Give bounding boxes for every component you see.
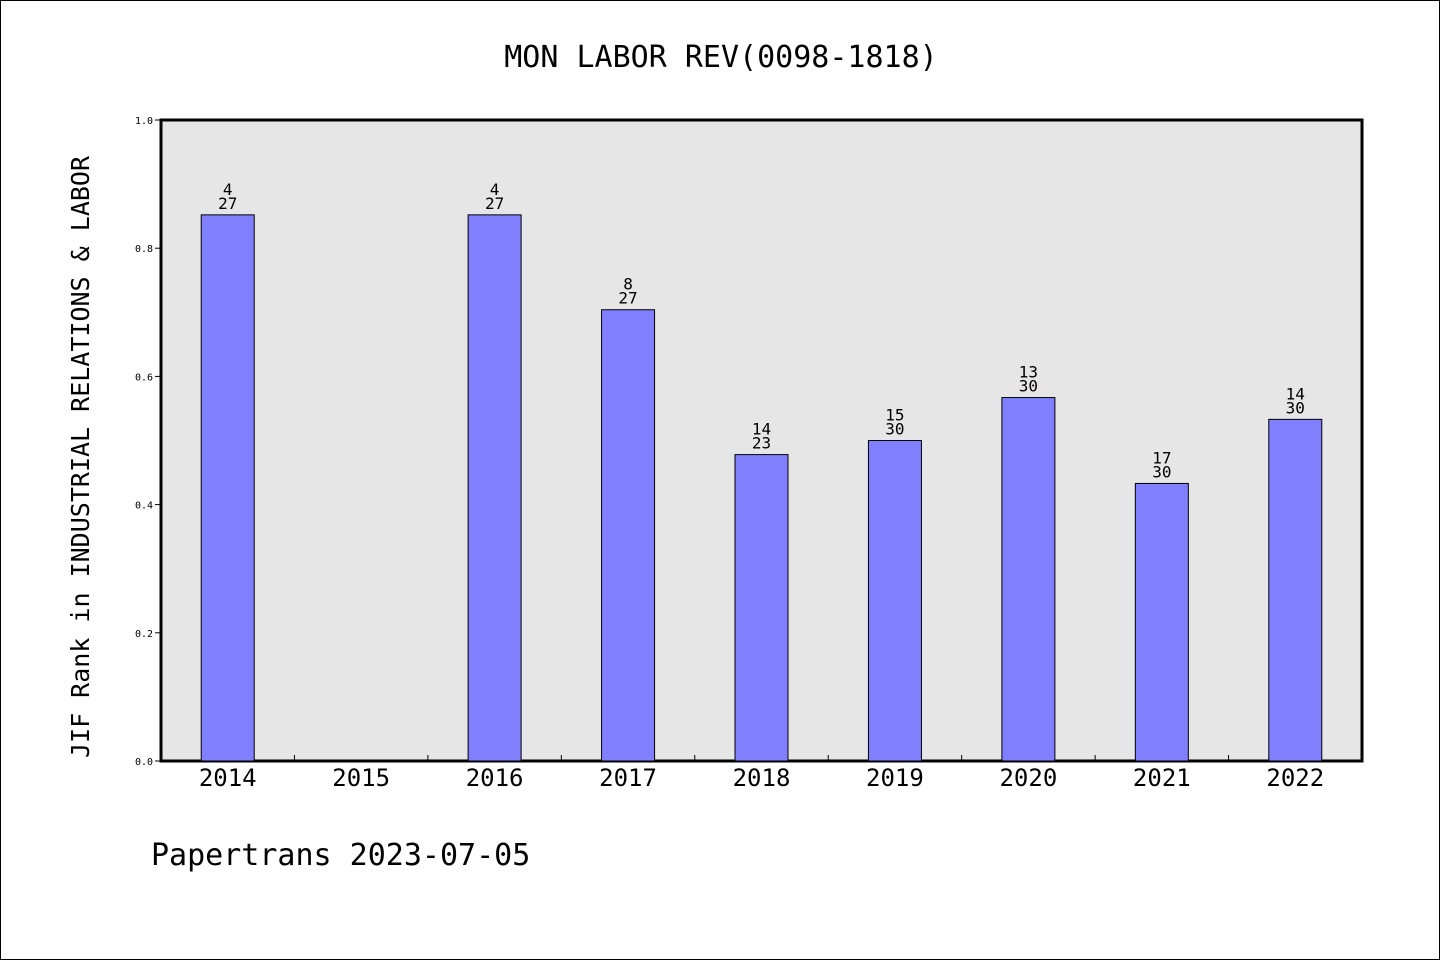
y-axis-ticks: 0.0 0.2 0.4 0.6 0.8 1.0 [135, 116, 161, 768]
bar-rank-label: 13 [1019, 363, 1038, 382]
bar-total-label: 30 [885, 420, 904, 439]
x-tick-label: 2021 [1133, 764, 1191, 792]
x-axis-ticks: 2014 2015 2016 2017 2018 2019 2020 2021 2022 [199, 755, 1324, 792]
y-tick-label: 0.4 [135, 501, 153, 512]
bar [200, 214, 255, 762]
bar [601, 309, 656, 762]
bar [734, 454, 789, 762]
bar-total-label: 30 [1152, 462, 1171, 481]
bar-total-label: 27 [485, 194, 504, 213]
footer-credit: Papertrans 2023-07-05 [151, 838, 530, 873]
bar-rank-label: 17 [1152, 448, 1171, 467]
bar-total-label: 30 [1286, 398, 1305, 417]
y-axis-label: JIF Rank in INDUSTRIAL RELATIONS & LABOR [66, 155, 95, 758]
y-tick-label: 0.6 [135, 372, 153, 383]
x-tick-label: 2016 [466, 764, 524, 792]
bar-total-label: 23 [752, 434, 771, 453]
bar-rank-label: 15 [885, 406, 904, 425]
bar-rank-label: 14 [752, 420, 771, 439]
bar [1001, 397, 1056, 762]
bar [1134, 482, 1189, 762]
bar-rank-label: 14 [1286, 384, 1305, 403]
x-tick-label: 2019 [866, 764, 924, 792]
chart-title: MON LABOR REV(0098-1818) [504, 40, 937, 75]
x-tick-label: 2020 [999, 764, 1057, 792]
bar-rank-label: 8 [623, 275, 633, 294]
bar-total-label: 27 [618, 289, 637, 308]
x-tick-label: 2017 [599, 764, 657, 792]
x-tick-label: 2018 [733, 764, 791, 792]
y-tick-label: 0.0 [135, 757, 153, 768]
bar [1268, 418, 1323, 762]
y-tick-label: 0.2 [135, 629, 153, 640]
bar-total-label: 27 [218, 194, 237, 213]
bar [467, 214, 522, 762]
bar-total-label: 30 [1019, 377, 1038, 396]
y-tick-label: 1.0 [135, 116, 153, 127]
bar-rank-label: 4 [490, 180, 500, 199]
bar [867, 440, 922, 762]
x-tick-label: 2014 [199, 764, 257, 792]
bar-rank-label: 4 [223, 180, 233, 199]
x-tick-label: 2015 [332, 764, 390, 792]
y-tick-label: 0.8 [135, 244, 153, 255]
x-tick-label: 2022 [1266, 764, 1324, 792]
